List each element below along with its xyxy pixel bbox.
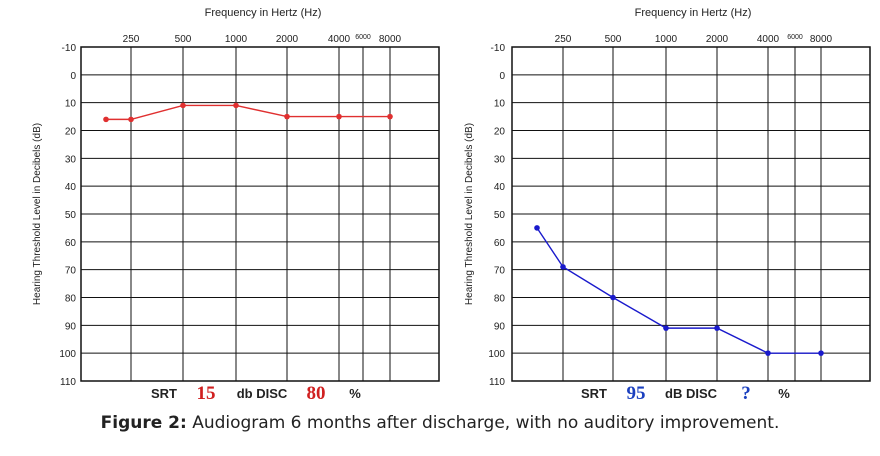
- y-tick-label: 50: [65, 210, 77, 221]
- y-axis-label: Hearing Threshold Level in Decibels (dB): [464, 123, 475, 305]
- srt-label: SRT: [151, 386, 177, 401]
- y-tick-label: 10: [65, 99, 77, 110]
- audiogram-chart-2: Frequency in Hertz (Hz) Hearing Threshold…: [464, 7, 871, 404]
- srt-label: SRT: [581, 386, 607, 401]
- data-point: [610, 294, 616, 301]
- y-tick-label: 70: [494, 266, 506, 277]
- x-tick-label: 8000: [810, 34, 833, 45]
- x-tick-label: 1000: [225, 34, 248, 45]
- x-tick-label: 4000: [757, 34, 780, 45]
- y-tick-label: 90: [65, 321, 77, 332]
- x-tick-label: 6000: [355, 34, 371, 41]
- y-tick-label: -10: [491, 43, 506, 54]
- chart-title: Frequency in Hertz (Hz): [205, 7, 322, 19]
- y-tick-label: 60: [65, 238, 77, 249]
- percent-sign: %: [349, 386, 361, 401]
- data-point: [818, 350, 824, 356]
- y-tick-label: 100: [488, 349, 505, 360]
- y-tick-label: 40: [65, 182, 77, 193]
- y-tick-label: 20: [494, 127, 506, 138]
- y-tick-label: 90: [494, 321, 506, 332]
- y-tick-label: 50: [494, 210, 506, 221]
- x-tick-label: 2000: [706, 34, 729, 45]
- data-point: [233, 102, 239, 109]
- data-point: [534, 225, 540, 231]
- y-tick-label: 110: [489, 377, 505, 388]
- data-point: [765, 350, 771, 356]
- x-tick-label: 500: [605, 34, 622, 45]
- x-tick-label: 250: [123, 34, 140, 45]
- data-point: [387, 113, 393, 120]
- y-tick-label: 0: [70, 71, 76, 82]
- y-axis-label: Hearing Threshold Level in Decibels (dB): [32, 123, 43, 305]
- audiogram-figure: Frequency in Hertz (Hz) Hearing Threshold…: [32, 7, 871, 404]
- data-point: [180, 102, 186, 109]
- disc-label: dB DISC: [665, 386, 718, 401]
- x-tick-label: 2000: [276, 34, 299, 45]
- y-tick-label: 20: [65, 127, 77, 138]
- series-line: [106, 104, 390, 121]
- x-tick-label: 8000: [379, 34, 402, 45]
- y-tick-label: -10: [62, 43, 77, 54]
- data-point: [128, 116, 134, 123]
- x-tick-label: 6000: [787, 34, 803, 41]
- disc-label: db DISC: [237, 386, 288, 401]
- data-point: [560, 264, 566, 270]
- data-point: [663, 325, 669, 331]
- y-tick-label: 0: [499, 71, 505, 82]
- data-point: [103, 116, 109, 123]
- x-tick-label: 500: [175, 34, 192, 45]
- y-tick-label: 80: [494, 294, 506, 305]
- x-tick-label: 250: [555, 34, 572, 45]
- srt-value: 15: [197, 383, 216, 404]
- chart-title: Frequency in Hertz (Hz): [635, 7, 752, 19]
- figure-caption: Figure 2: Audiogram 6 months after disch…: [0, 413, 880, 433]
- percent-sign: %: [778, 386, 790, 401]
- series-line: [536, 227, 821, 354]
- audiogram-chart-1: Frequency in Hertz (Hz) Hearing Threshold…: [32, 7, 440, 404]
- y-tick-label: 60: [494, 238, 506, 249]
- x-tick-label: 4000: [328, 34, 351, 45]
- data-point: [284, 113, 290, 120]
- y-tick-label: 40: [494, 182, 506, 193]
- y-tick-label: 30: [494, 154, 506, 165]
- disc-value: ?: [741, 383, 751, 404]
- y-tick-label: 100: [59, 349, 76, 360]
- caption-label: Figure 2:: [100, 413, 187, 433]
- data-point: [336, 113, 342, 120]
- y-tick-label: 30: [65, 154, 77, 165]
- srt-value: 95: [627, 383, 646, 404]
- caption-text: Audiogram 6 months after discharge, with…: [186, 413, 780, 433]
- disc-value: 80: [307, 383, 326, 404]
- y-tick-label: 110: [60, 377, 76, 388]
- y-tick-label: 80: [65, 294, 77, 305]
- x-tick-label: 1000: [655, 34, 678, 45]
- y-tick-label: 10: [494, 99, 506, 110]
- y-tick-label: 70: [65, 266, 77, 277]
- data-point: [714, 325, 720, 331]
